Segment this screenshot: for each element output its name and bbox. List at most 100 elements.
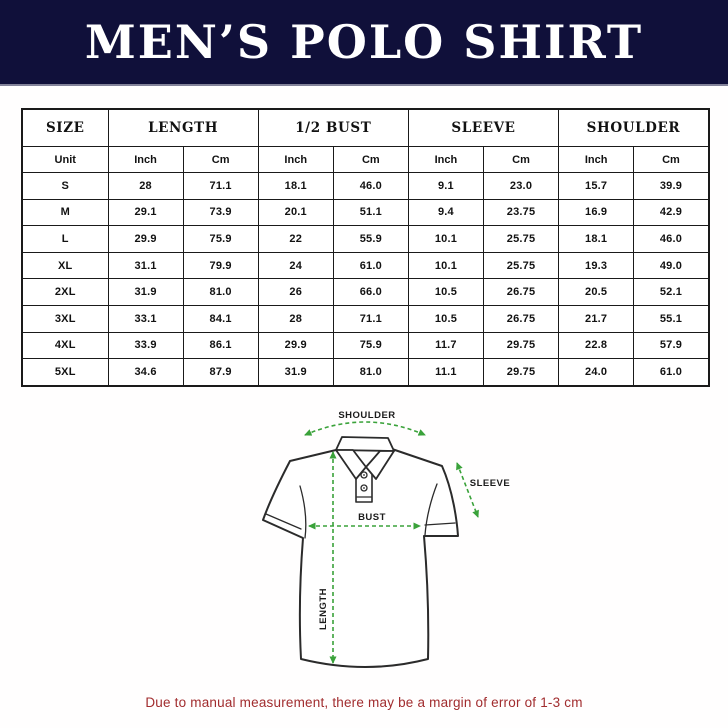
column-header-length: LENGTH (107, 108, 259, 147)
size-cell: XL (21, 251, 109, 280)
right-armhole-seam (424, 483, 438, 536)
shoulder-measure-arrow (304, 421, 426, 436)
measurement-cell: 24 (257, 251, 334, 280)
size-cell: M (21, 198, 109, 227)
collar-right-lapel (365, 450, 395, 480)
measurement-cell: 75.9 (182, 225, 259, 253)
bust-label: BUST (358, 512, 386, 523)
measurement-cell: 10.1 (407, 251, 484, 280)
column-header-sleeve: SLEEVE (407, 108, 560, 147)
shoulder-label: SHOULDER (338, 410, 395, 421)
measurement-cell: 61.0 (633, 358, 710, 387)
measurement-cell: 52.1 (633, 278, 710, 306)
size-cell: 2XL (21, 278, 109, 306)
measurement-cell: 11.1 (407, 358, 484, 387)
unit-cell-shoulder-cm: Cm (633, 146, 710, 173)
polo-shirt-outline (262, 444, 459, 668)
measurement-cell: 71.1 (182, 172, 259, 200)
table-row: S 28 71.1 18.1 46.0 9.1 23.0 15.7 39.9 (21, 172, 710, 200)
measurement-cell: 42.9 (633, 198, 710, 227)
measurement-cell: 46.0 (332, 172, 409, 200)
measurement-cell: 10.5 (407, 278, 484, 306)
size-cell: 5XL (21, 358, 109, 387)
measurement-cell: 49.0 (633, 251, 710, 280)
measurement-cell: 29.75 (482, 331, 560, 360)
measurement-cell: 84.1 (182, 304, 259, 333)
size-cell: 3XL (21, 304, 109, 333)
size-cell: 4XL (21, 331, 109, 360)
measurement-cell: 29.75 (482, 358, 560, 387)
measurement-cell: 23.0 (482, 172, 560, 200)
table-row: M 29.1 73.9 20.1 51.1 9.4 23.75 16.9 42.9 (21, 198, 710, 227)
table-row: L 29.9 75.9 22 55.9 10.1 25.75 18.1 46.0 (21, 225, 710, 253)
page-header: MEN’S POLO SHIRT (0, 0, 728, 86)
measurement-cell: 26.75 (482, 304, 560, 333)
measurement-cell: 66.0 (332, 278, 409, 306)
measurement-cell: 79.9 (182, 251, 259, 280)
measurement-cell: 19.3 (558, 251, 635, 280)
unit-cell-bust-cm: Cm (332, 146, 409, 173)
unit-cell-sleeve-inch: Inch (407, 146, 484, 173)
sleeve-measure-arrow (456, 462, 479, 518)
measurement-cell: 15.7 (558, 172, 635, 200)
measurement-cell: 51.1 (332, 198, 409, 227)
table-unit-row: Unit Inch Cm Inch Cm Inch Cm Inch Cm (21, 146, 710, 173)
measurement-cell: 9.4 (407, 198, 484, 227)
measurement-cell: 75.9 (332, 331, 409, 360)
measurement-cell: 22 (257, 225, 334, 253)
measurement-cell: 29.9 (257, 331, 334, 360)
page-title: MEN’S POLO SHIRT (84, 15, 644, 69)
measurement-cell: 73.9 (182, 198, 259, 227)
measurement-cell: 10.1 (407, 225, 484, 253)
unit-cell-bust-inch: Inch (257, 146, 334, 173)
measurement-cell: 28 (107, 172, 184, 200)
shirt-measurement-diagram: SHOULDER SLEEVE BUST LENGTH (220, 396, 520, 696)
measurement-cell: 22.8 (558, 331, 635, 360)
measurement-cell: 81.0 (332, 358, 409, 387)
top-button-hole (363, 474, 365, 476)
unit-cell-length-cm: Cm (182, 146, 259, 173)
measurement-cell: 25.75 (482, 225, 560, 253)
measurement-cell: 18.1 (558, 225, 635, 253)
unit-header-cell: Unit (21, 146, 109, 173)
measurement-note: Due to manual measurement, there may be … (145, 695, 583, 710)
measurement-cell: 18.1 (257, 172, 334, 200)
measurement-cell: 81.0 (182, 278, 259, 306)
measurement-cell: 25.75 (482, 251, 560, 280)
measurement-cell: 11.7 (407, 331, 484, 360)
measurement-cell: 21.7 (558, 304, 635, 333)
measurement-cell: 28 (257, 304, 334, 333)
unit-cell-length-inch: Inch (107, 146, 184, 173)
measurement-cell: 87.9 (182, 358, 259, 387)
measurement-cell: 55.9 (332, 225, 409, 253)
measurement-cell: 9.1 (407, 172, 484, 200)
measurement-cell: 24.0 (558, 358, 635, 387)
column-header-shoulder: SHOULDER (558, 108, 710, 147)
measurement-cell: 29.1 (107, 198, 184, 227)
left-armhole-seam (299, 485, 307, 539)
table-row: 5XL 34.6 87.9 31.9 81.0 11.1 29.75 24.0 61.0 (21, 358, 710, 387)
measurement-cell: 39.9 (633, 172, 710, 200)
measurement-cell: 31.9 (107, 278, 184, 306)
table-row: 4XL 33.9 86.1 29.9 75.9 11.7 29.75 22.8 57.9 (21, 331, 710, 360)
table-group-header-row: SIZE LENGTH 1/2 BUST SLEEVE SHOULDER (21, 108, 710, 147)
length-label: LENGTH (318, 588, 329, 630)
collar-band (335, 436, 395, 452)
measurement-cell: 16.9 (558, 198, 635, 227)
right-cuff-line (424, 522, 456, 526)
measurement-cell: 86.1 (182, 331, 259, 360)
measurement-cell: 33.9 (107, 331, 184, 360)
measurement-cell: 10.5 (407, 304, 484, 333)
size-table: SIZE LENGTH 1/2 BUST SLEEVE SHOULDER Uni… (21, 108, 710, 387)
measurement-cell: 31.9 (257, 358, 334, 387)
measurement-cell: 33.1 (107, 304, 184, 333)
measurement-cell: 57.9 (633, 331, 710, 360)
measurement-cell: 31.1 (107, 251, 184, 280)
unit-cell-shoulder-inch: Inch (558, 146, 635, 173)
measurement-cell: 29.9 (107, 225, 184, 253)
sleeve-label: SLEEVE (470, 478, 511, 489)
measurement-cell: 20.5 (558, 278, 635, 306)
table-row: 2XL 31.9 81.0 26 66.0 10.5 26.75 20.5 52.1 (21, 278, 710, 306)
size-cell: L (21, 225, 109, 253)
